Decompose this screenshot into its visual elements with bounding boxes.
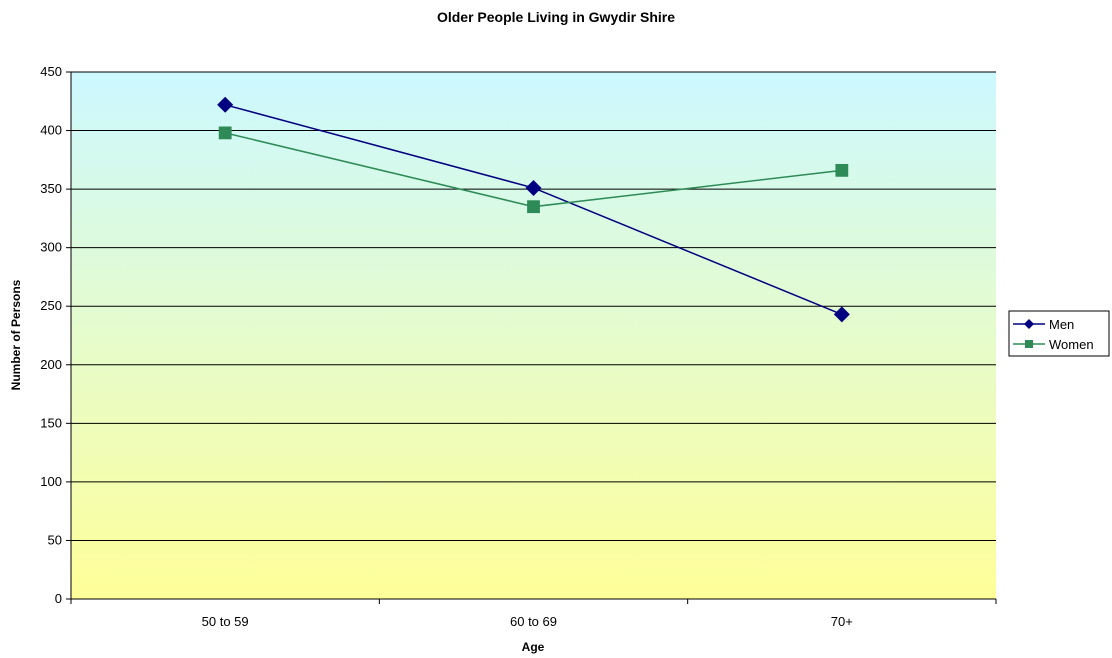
legend-label: Women [1049, 337, 1094, 352]
x-axis-title: Age [522, 640, 545, 654]
y-tick-label: 300 [40, 240, 62, 255]
y-tick-label: 450 [40, 64, 62, 79]
series-women [218, 126, 849, 214]
x-tick-label: 50 to 59 [202, 614, 249, 629]
x-tick-label: 70+ [831, 614, 853, 629]
x-axis-ticks: 50 to 59 60 to 69 70+ [70, 599, 997, 629]
y-tick-label: 200 [40, 357, 62, 372]
plot-area [71, 72, 996, 599]
data-point [217, 96, 234, 113]
legend-box [1008, 310, 1110, 357]
legend-label: Men [1049, 317, 1074, 332]
legend-marker [1025, 340, 1033, 348]
y-tick-label: 350 [40, 181, 62, 196]
y-tick-label: 250 [40, 298, 62, 313]
y-axis-title: Number of Persons [9, 279, 23, 390]
y-tick-label: 0 [55, 591, 62, 606]
y-tick-label: 100 [40, 474, 62, 489]
data-point [833, 306, 850, 323]
x-tick-label: 60 to 69 [510, 614, 557, 629]
gridlines [71, 71, 996, 541]
y-tick-label: 400 [40, 123, 62, 138]
legend-marker [1024, 319, 1034, 329]
y-tick-label: 150 [40, 415, 62, 430]
data-point [527, 200, 540, 214]
chart-title: Older People Living in Gwydir Shire [437, 9, 675, 25]
y-axis-ticks: 0 50 100 150 200 250 300 350 400 450 [40, 64, 71, 606]
data-point [525, 179, 542, 196]
data-point [218, 126, 232, 140]
legend: Men Women [1008, 310, 1110, 357]
series-men [217, 96, 850, 323]
series-layer [217, 96, 850, 323]
data-point [835, 163, 849, 177]
y-tick-label: 50 [48, 532, 62, 547]
